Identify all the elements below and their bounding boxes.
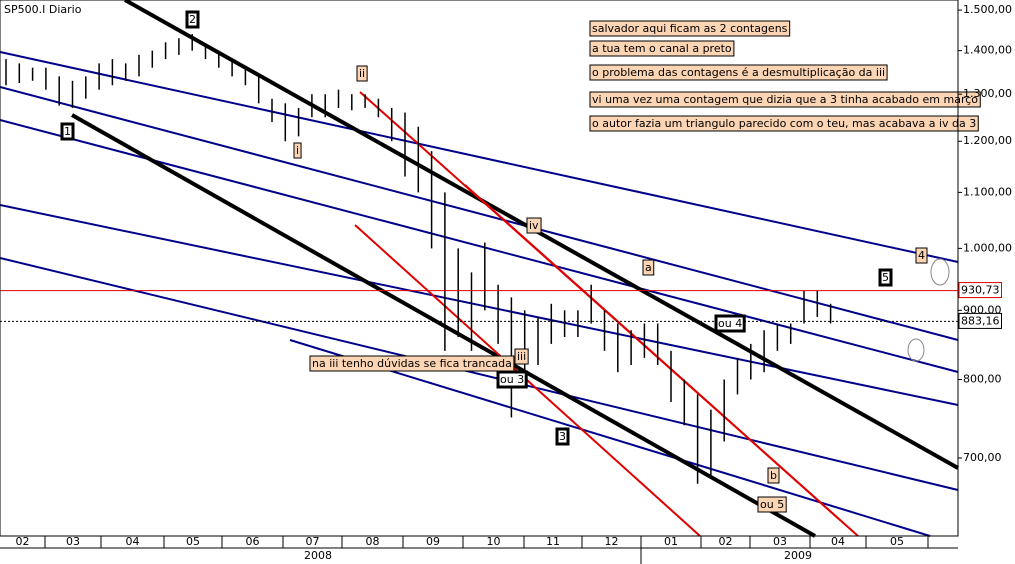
black-channel bbox=[71, 113, 816, 538]
month-label: 04 bbox=[126, 535, 140, 548]
wave-label: 5 bbox=[882, 271, 889, 284]
note-box bbox=[589, 40, 735, 57]
y-tick-label: 1.100,00 bbox=[963, 185, 1012, 198]
note-box bbox=[589, 91, 981, 108]
month-label: 02 bbox=[16, 535, 30, 548]
note: salvador aqui ficam as 2 contagens bbox=[592, 22, 788, 35]
red-line bbox=[464, 184, 841, 521]
channel-line bbox=[0, 86, 959, 341]
wave-label: 1 bbox=[64, 125, 71, 138]
wave-label-box bbox=[878, 268, 893, 287]
wave-label-box bbox=[496, 370, 528, 389]
wave-label-box bbox=[60, 122, 75, 141]
wave-label-box bbox=[526, 217, 542, 234]
wave-label: ii bbox=[359, 67, 365, 80]
month-label: 01 bbox=[664, 535, 678, 548]
month-label: 04 bbox=[831, 535, 845, 548]
y-tick-label: 1.300,00 bbox=[963, 87, 1012, 100]
note: vi uma vez uma contagem que dizia que a … bbox=[592, 93, 978, 106]
y-tick-label: 1.500,00 bbox=[963, 3, 1012, 16]
month-label: 07 bbox=[306, 535, 320, 548]
wave-label: b bbox=[770, 469, 777, 482]
year-label: 2008 bbox=[304, 549, 332, 562]
y-tick-label: 800,00 bbox=[963, 373, 1002, 386]
wave-label-box bbox=[714, 314, 746, 333]
price-marker-box bbox=[958, 312, 1002, 329]
month-label: 06 bbox=[246, 535, 260, 548]
month-label: 08 bbox=[366, 535, 380, 548]
month-label: 03 bbox=[773, 535, 787, 548]
wave-label-box bbox=[293, 142, 302, 159]
note: o autor fazia um triangulo parecido com … bbox=[592, 117, 976, 130]
wave-label: 2 bbox=[189, 13, 196, 26]
wave-label: ou 3 bbox=[500, 373, 524, 386]
year-label: 2009 bbox=[784, 549, 812, 562]
ellipse bbox=[907, 338, 925, 362]
wave-label: ou 4 bbox=[718, 317, 742, 330]
y-tick-label: 1.400,00 bbox=[963, 44, 1012, 57]
plot-frame bbox=[0, 0, 959, 537]
ellipse bbox=[930, 258, 950, 286]
month-label: 09 bbox=[426, 535, 440, 548]
wave-label: ou 5 bbox=[760, 498, 784, 511]
channel-line bbox=[0, 51, 959, 263]
month-label: 05 bbox=[186, 535, 200, 548]
wave-label-box bbox=[514, 348, 529, 365]
wave-label-box bbox=[642, 259, 655, 276]
y-tick-label: 1.200,00 bbox=[963, 134, 1012, 147]
month-label: 11 bbox=[546, 535, 560, 548]
channel-line bbox=[289, 339, 931, 537]
wave-label-box bbox=[356, 65, 368, 82]
wave-label: a bbox=[645, 261, 652, 274]
note-box bbox=[589, 64, 888, 81]
price-marker-label: 883,16 bbox=[961, 314, 1000, 327]
y-tick-label: 700,00 bbox=[963, 451, 1002, 464]
wave-label: iv bbox=[529, 219, 539, 232]
note-box bbox=[589, 20, 791, 37]
channel-line bbox=[0, 204, 959, 406]
month-label: 03 bbox=[66, 535, 80, 548]
wave-label-box bbox=[555, 427, 570, 446]
chart-title: SP500.I Diario bbox=[4, 3, 82, 16]
wave-label: 3 bbox=[559, 430, 566, 443]
note-box bbox=[589, 115, 979, 132]
wave-label: iii bbox=[517, 350, 526, 363]
note: a tua tem o canal a preto bbox=[592, 42, 732, 55]
month-label: 10 bbox=[487, 535, 501, 548]
note-box bbox=[309, 355, 515, 372]
month-label: 12 bbox=[605, 535, 619, 548]
black-channel bbox=[124, 0, 959, 470]
month-label: 02 bbox=[719, 535, 733, 548]
channel-line bbox=[0, 119, 959, 373]
wave-label-box bbox=[757, 496, 787, 513]
wave-label-box bbox=[915, 247, 928, 264]
y-tick-label: 1.000,00 bbox=[963, 241, 1012, 254]
price-marker-box bbox=[958, 282, 1002, 299]
wave-label: i bbox=[296, 144, 299, 157]
wave-label-box bbox=[767, 467, 780, 484]
price-marker-label: 930,73 bbox=[961, 284, 1000, 297]
month-label: 05 bbox=[890, 535, 904, 548]
note: na iii tenho dúvidas se fica trancada bbox=[312, 357, 512, 370]
wave-label: 4 bbox=[918, 249, 925, 262]
wave-label-box bbox=[185, 10, 200, 29]
channel-line bbox=[0, 257, 959, 491]
note: o problema das contagens é a desmultipli… bbox=[592, 66, 885, 79]
